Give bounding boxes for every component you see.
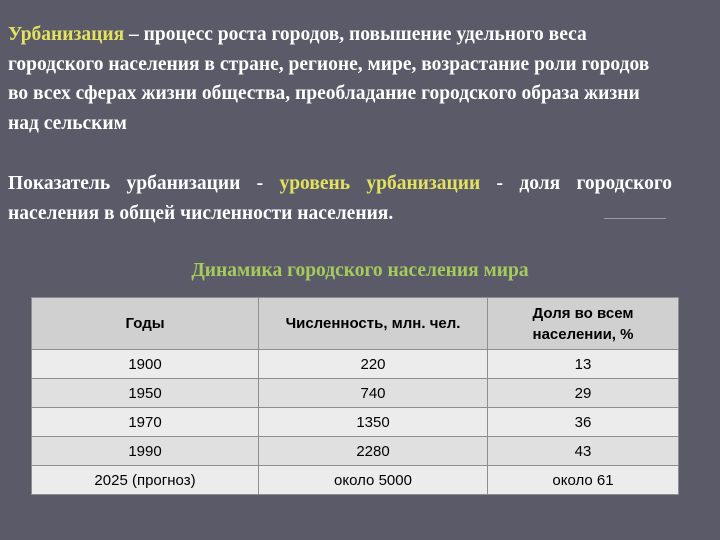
cell-share: 29 [487, 378, 679, 408]
indicator-paragraph: Показатель урбанизации - уровень урбаниз… [8, 169, 672, 228]
indicator-prefix: Показатель урбанизации - [8, 173, 280, 194]
cell-year: 2025 (прогноз) [31, 465, 259, 495]
divider-line [604, 218, 666, 219]
header-years: Годы [31, 297, 259, 350]
definition-term: Урбанизация [8, 24, 125, 45]
cell-population: 740 [258, 378, 488, 408]
cell-population: 220 [258, 349, 488, 379]
cell-share: около 61 [487, 465, 679, 495]
definition-text: – процесс роста городов, повышение удель… [8, 24, 650, 134]
definition-paragraph: Урбанизация – процесс роста городов, пов… [8, 20, 672, 138]
cell-population: 2280 [258, 436, 488, 466]
table-caption: Динамика городского населения мира [191, 260, 529, 281]
cell-population: 1350 [258, 407, 488, 437]
table-header-row: Годы Численность, млн. чел. Доля во всем… [31, 297, 679, 350]
cell-year: 1970 [31, 407, 259, 437]
cell-year: 1900 [31, 349, 259, 379]
table-row: 2025 (прогноз) около 5000 около 61 [31, 465, 679, 495]
header-population: Численность, млн. чел. [258, 297, 488, 350]
cell-share: 43 [487, 436, 679, 466]
indicator-suffix: - доля городского населения в общей числ… [8, 173, 672, 224]
cell-year: 1990 [31, 436, 259, 466]
table-row: 1900 220 13 [31, 349, 679, 379]
urban-population-table: Годы Численность, млн. чел. Доля во всем… [31, 297, 679, 495]
cell-share: 13 [487, 349, 679, 379]
indicator-highlight: уровень урбанизации [279, 173, 481, 194]
cell-share: 36 [487, 407, 679, 437]
table-row: 1970 1350 36 [31, 407, 679, 437]
cell-population: около 5000 [258, 465, 488, 495]
table-row: 1950 740 29 [31, 378, 679, 408]
cell-year: 1950 [31, 378, 259, 408]
header-share: Доля во всем населении, % [487, 297, 679, 350]
table-row: 1990 2280 43 [31, 436, 679, 466]
